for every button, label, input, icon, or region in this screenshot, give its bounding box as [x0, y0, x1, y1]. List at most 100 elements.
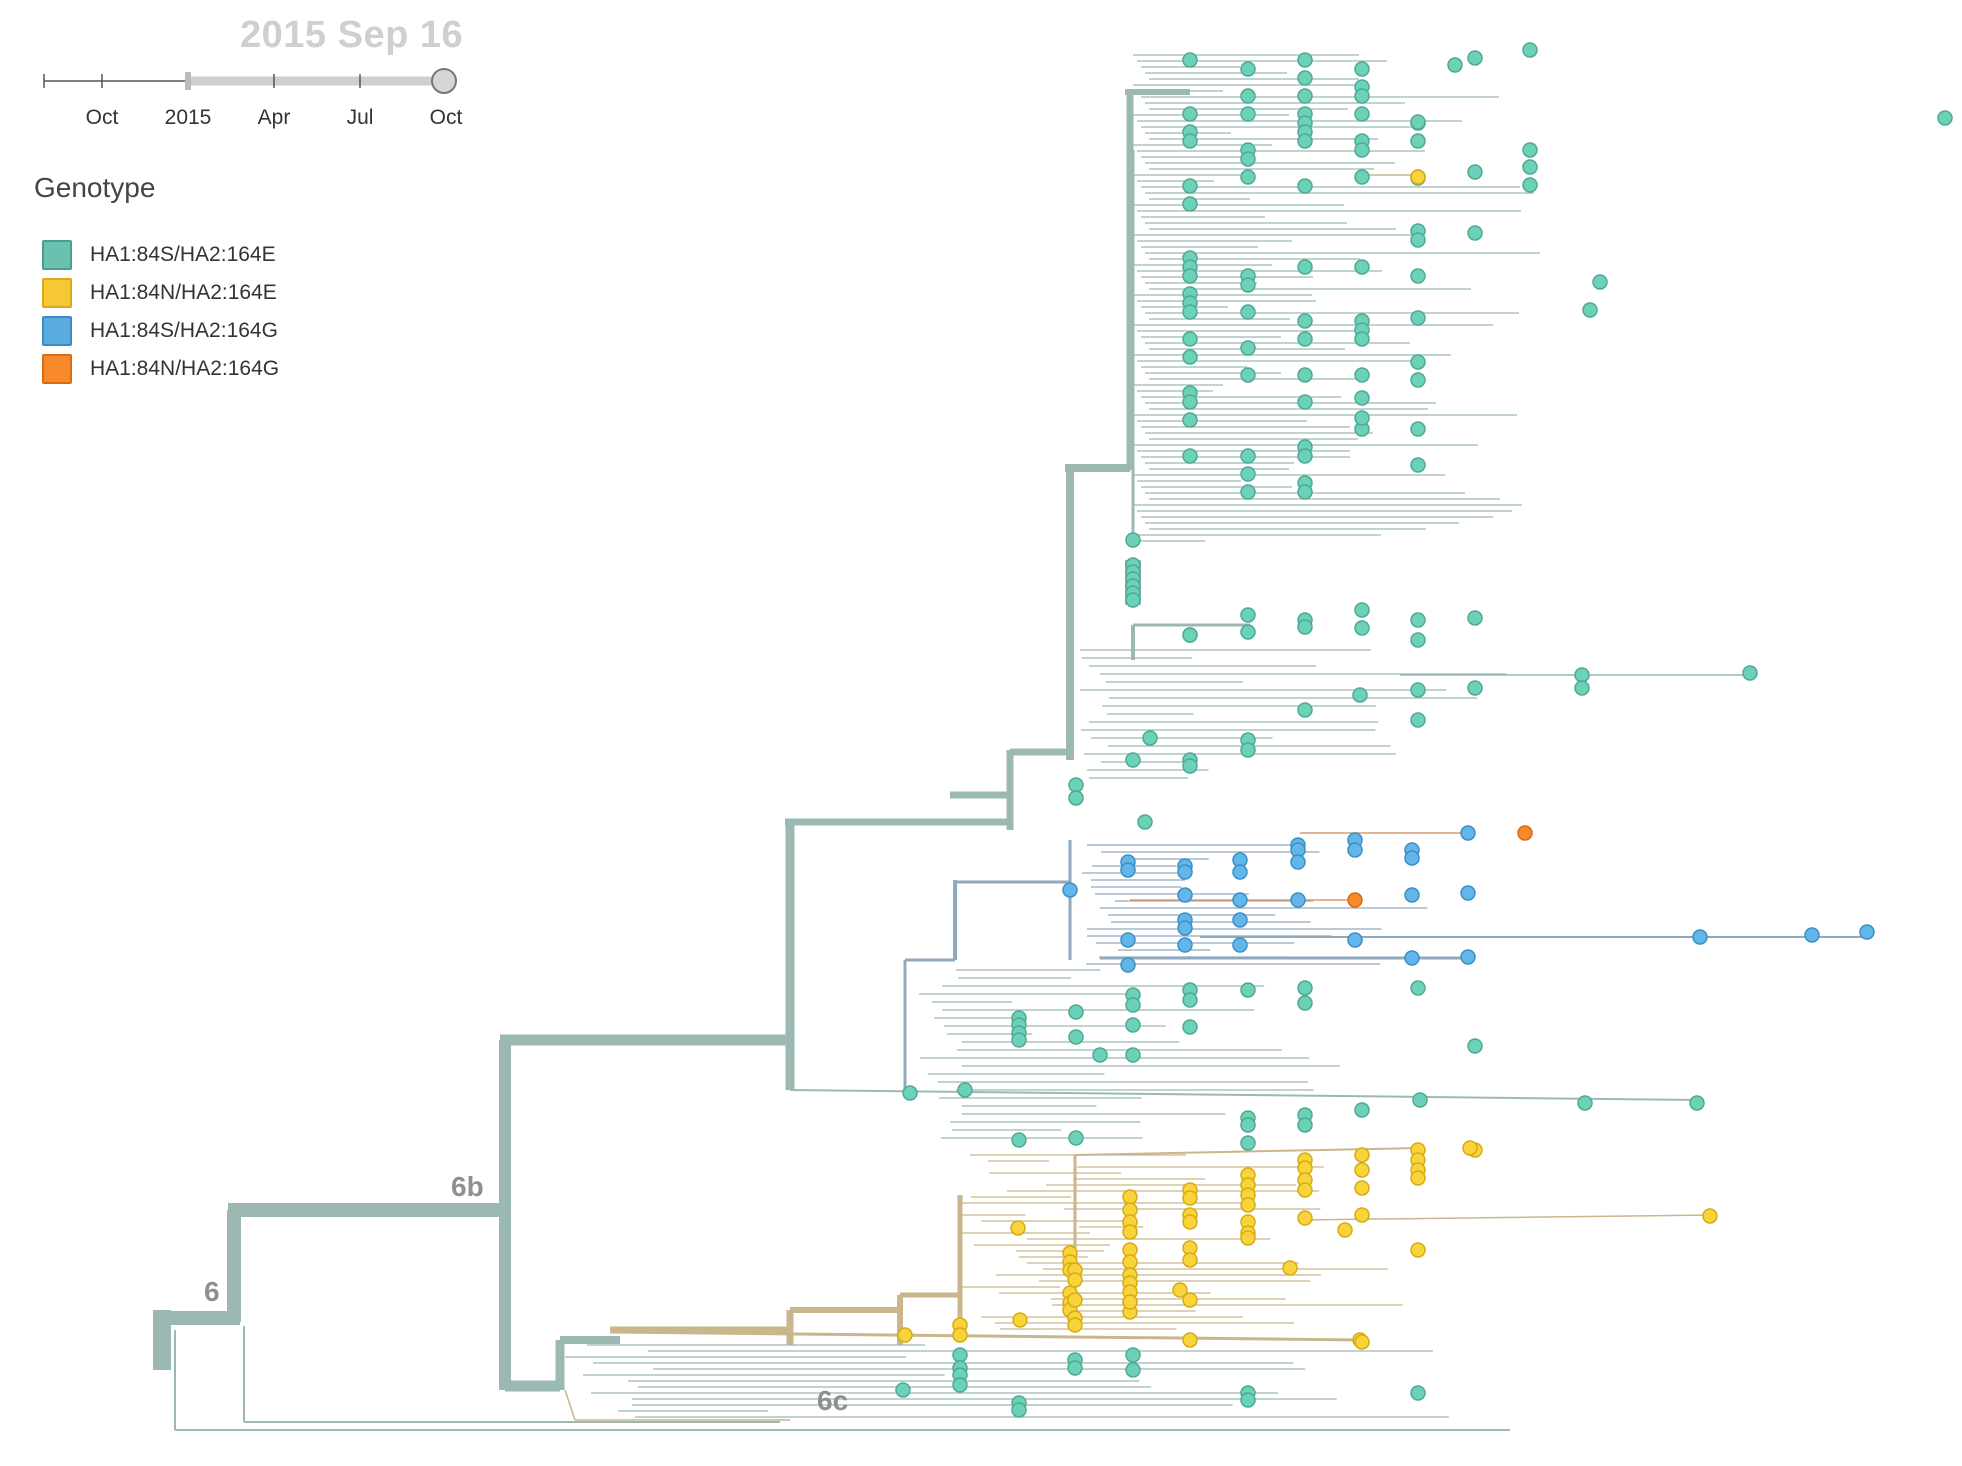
tree-tip[interactable] — [1125, 1047, 1141, 1063]
tree-tip[interactable] — [1297, 88, 1313, 104]
tree-tip[interactable] — [1410, 310, 1426, 326]
tree-tip[interactable] — [1347, 932, 1363, 948]
tree-tip[interactable] — [1460, 825, 1476, 841]
tree-tip[interactable] — [1240, 340, 1256, 356]
tree-tip[interactable] — [1410, 612, 1426, 628]
tree-tip[interactable] — [1410, 133, 1426, 149]
tree-tip[interactable] — [1240, 448, 1256, 464]
tree-tip[interactable] — [1467, 680, 1483, 696]
tree-tip[interactable] — [1240, 1117, 1256, 1133]
tree-tip[interactable] — [1462, 1140, 1478, 1156]
legend-item-84s-164e[interactable]: HA1:84S/HA2:164E — [42, 237, 276, 273]
tree-tip[interactable] — [1410, 1242, 1426, 1258]
tree-tip[interactable] — [1240, 484, 1256, 500]
tree-tip[interactable] — [1120, 932, 1136, 948]
tree-tip[interactable] — [1240, 304, 1256, 320]
tree-tip[interactable] — [1067, 1292, 1083, 1308]
tree-tip[interactable] — [1240, 1392, 1256, 1408]
tree-tip[interactable] — [1522, 142, 1538, 158]
tree-tip[interactable] — [1354, 620, 1370, 636]
tree-tip[interactable] — [1011, 1032, 1027, 1048]
tree-tip[interactable] — [952, 1347, 968, 1363]
tree-tip[interactable] — [1232, 892, 1248, 908]
tree-tip[interactable] — [1182, 627, 1198, 643]
tree-tip[interactable] — [1240, 169, 1256, 185]
tree-tip[interactable] — [1467, 50, 1483, 66]
tree-tip[interactable] — [1347, 842, 1363, 858]
tree-tip[interactable] — [1232, 937, 1248, 953]
tree-tip[interactable] — [1354, 106, 1370, 122]
tree-tip[interactable] — [1702, 1208, 1718, 1224]
tree-tip[interactable] — [1068, 1130, 1084, 1146]
tree-tip[interactable] — [1182, 1019, 1198, 1035]
tree-tip[interactable] — [1240, 151, 1256, 167]
tree-tip[interactable] — [1354, 1334, 1370, 1350]
tree-tip[interactable] — [1297, 367, 1313, 383]
tree-tip[interactable] — [1467, 225, 1483, 241]
tree-tip[interactable] — [1240, 106, 1256, 122]
tree-tip[interactable] — [1742, 665, 1758, 681]
legend-item-84n-164g[interactable]: HA1:84N/HA2:164G — [42, 351, 279, 387]
slider-handle[interactable] — [431, 68, 457, 94]
tree-tip[interactable] — [1172, 1282, 1188, 1298]
tree-tip[interactable] — [1232, 864, 1248, 880]
tree-tip[interactable] — [1404, 950, 1420, 966]
tree-tip[interactable] — [1297, 980, 1313, 996]
tree-tip[interactable] — [1012, 1312, 1028, 1328]
tree-tip[interactable] — [1068, 1029, 1084, 1045]
tree-tip[interactable] — [1092, 1047, 1108, 1063]
tree-tip[interactable] — [1240, 1135, 1256, 1151]
tree-tip[interactable] — [1410, 457, 1426, 473]
tree-tip[interactable] — [1859, 924, 1875, 940]
tree-tip[interactable] — [1804, 927, 1820, 943]
tree-tip[interactable] — [1352, 687, 1368, 703]
tree-tip[interactable] — [1297, 178, 1313, 194]
tree-tip[interactable] — [1068, 790, 1084, 806]
tree-tip[interactable] — [1068, 777, 1084, 793]
tree-tip[interactable] — [1517, 825, 1533, 841]
tree-tip[interactable] — [1354, 1147, 1370, 1163]
tree-tip[interactable] — [1354, 88, 1370, 104]
tree-tip[interactable] — [1182, 304, 1198, 320]
tree-tip[interactable] — [1354, 367, 1370, 383]
tree-tip[interactable] — [1182, 133, 1198, 149]
legend-item-84n-164e[interactable]: HA1:84N/HA2:164E — [42, 275, 277, 311]
tree-tip[interactable] — [1240, 1197, 1256, 1213]
tree-tip[interactable] — [1125, 1017, 1141, 1033]
tree-tip[interactable] — [1240, 982, 1256, 998]
tree-tip[interactable] — [1240, 624, 1256, 640]
tree-tip[interactable] — [1182, 106, 1198, 122]
tree-tip[interactable] — [1240, 61, 1256, 77]
tree-tip[interactable] — [1122, 1294, 1138, 1310]
tree-tip[interactable] — [1410, 169, 1426, 185]
tree-tip[interactable] — [1062, 882, 1078, 898]
tree-tip[interactable] — [1282, 1260, 1298, 1276]
time-slider[interactable] — [43, 68, 457, 94]
tree-tip[interactable] — [1182, 268, 1198, 284]
tree-tip[interactable] — [1068, 1004, 1084, 1020]
tree-tip[interactable] — [1354, 1162, 1370, 1178]
tree-tip[interactable] — [1410, 232, 1426, 248]
tree-tip[interactable] — [1574, 680, 1590, 696]
tree-tip[interactable] — [1412, 1092, 1428, 1108]
tree-tip[interactable] — [1122, 1224, 1138, 1240]
tree-tip[interactable] — [1354, 1180, 1370, 1196]
tree-tip[interactable] — [1354, 169, 1370, 185]
tree-tip[interactable] — [1410, 1385, 1426, 1401]
tree-tip[interactable] — [1460, 885, 1476, 901]
tree-tip[interactable] — [1125, 1347, 1141, 1363]
tree-tip[interactable] — [1354, 602, 1370, 618]
tree-tip[interactable] — [1297, 331, 1313, 347]
tree-tip[interactable] — [1410, 632, 1426, 648]
tree-tip[interactable] — [1522, 159, 1538, 175]
tree-tip[interactable] — [1410, 114, 1426, 130]
tree-tip[interactable] — [1297, 619, 1313, 635]
tree-tip[interactable] — [1182, 349, 1198, 365]
tree-tip[interactable] — [895, 1382, 911, 1398]
tree-tip[interactable] — [1354, 390, 1370, 406]
tree-tip[interactable] — [1404, 887, 1420, 903]
tree-tip[interactable] — [1182, 412, 1198, 428]
tree-tip[interactable] — [1410, 682, 1426, 698]
tree-tip[interactable] — [1240, 742, 1256, 758]
tree-tip[interactable] — [1182, 178, 1198, 194]
